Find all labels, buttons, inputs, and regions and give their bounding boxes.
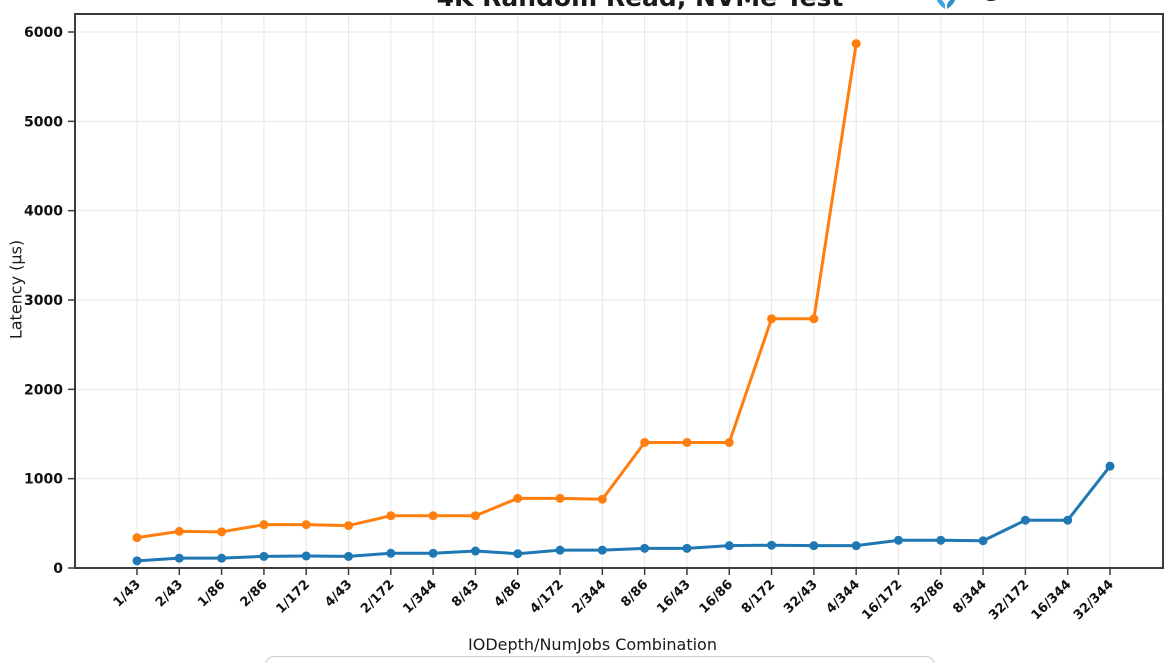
svg-text:1/86: 1/86 <box>195 577 228 610</box>
svg-text:16/344: 16/344 <box>1029 577 1075 623</box>
series-orange-point <box>470 511 480 521</box>
series-blue-point <box>513 549 523 559</box>
series-blue-point <box>767 540 777 550</box>
svg-text:5000: 5000 <box>24 114 63 130</box>
gridlines <box>75 14 1163 568</box>
series-orange-point <box>174 526 184 536</box>
logo-bird-icon <box>936 0 956 9</box>
series-orange-point <box>386 511 396 521</box>
svg-text:8/344: 8/344 <box>950 577 990 617</box>
series-blue-point <box>217 553 227 563</box>
series-orange-point <box>682 437 692 447</box>
series-blue-point <box>724 541 734 551</box>
svg-text:1000: 1000 <box>24 472 63 488</box>
series-blue-point <box>1105 461 1115 471</box>
y-tick-labels: 0 1000 2000 3000 4000 5000 6000 <box>24 25 74 577</box>
series-blue-point <box>555 545 565 555</box>
svg-text:4/172: 4/172 <box>527 577 567 617</box>
series-orange-point <box>513 493 523 503</box>
series-blue-point <box>344 551 354 561</box>
series-blue-point <box>470 546 480 556</box>
svg-text:4000: 4000 <box>24 204 63 220</box>
series-blue-point <box>301 551 311 561</box>
series-blue-point <box>259 551 269 561</box>
series-orange-point <box>344 521 354 531</box>
series-blue-point <box>809 541 819 551</box>
svg-text:16/86: 16/86 <box>697 577 737 617</box>
svg-text:3000: 3000 <box>24 293 63 309</box>
svg-text:8/86: 8/86 <box>618 577 651 610</box>
series-blue-point <box>597 545 607 555</box>
svg-text:1/344: 1/344 <box>400 577 440 617</box>
series-orange-point <box>555 493 565 503</box>
svg-text:16/43: 16/43 <box>654 577 694 617</box>
series-blue-point <box>428 548 438 558</box>
series-orange-point <box>301 520 311 530</box>
series-blue-point <box>640 543 650 553</box>
series-blue-point <box>174 553 184 563</box>
svg-text:0: 0 <box>53 561 63 577</box>
series-blue-point <box>682 543 692 553</box>
series-blue-point <box>132 556 142 566</box>
svg-text:1/172: 1/172 <box>273 577 313 617</box>
series-orange-point <box>217 527 227 537</box>
svg-text:2/86: 2/86 <box>238 577 271 610</box>
series-blue-point <box>386 548 396 558</box>
series-blue-point <box>1020 515 1030 525</box>
series-orange-point <box>809 314 819 324</box>
series-orange-point <box>597 494 607 504</box>
series-orange-point <box>259 520 269 530</box>
svg-text:32/344: 32/344 <box>1071 577 1117 623</box>
series-blue-line <box>132 461 1115 566</box>
series-orange-point <box>851 39 861 49</box>
svg-text:16/172: 16/172 <box>859 577 905 623</box>
svg-text:32/172: 32/172 <box>986 577 1032 623</box>
svg-text:2/344: 2/344 <box>570 577 610 617</box>
legend-box <box>265 656 935 663</box>
chart-title: 4K Random Read, NVMe Test <box>110 0 1170 12</box>
series-blue-point <box>1063 515 1073 525</box>
series-orange-point <box>428 511 438 521</box>
svg-text:4/344: 4/344 <box>823 577 863 617</box>
svg-text:8/43: 8/43 <box>449 577 482 610</box>
series-blue-point <box>978 536 988 546</box>
svg-text:2000: 2000 <box>24 382 63 398</box>
svg-text:2/172: 2/172 <box>358 577 398 617</box>
series-blue-point <box>851 541 861 551</box>
x-tick-labels: 1/43 2/43 1/86 2/86 1/172 4/43 2/172 1/344 8/43 4… <box>111 569 1117 623</box>
svg-text:2/43: 2/43 <box>153 577 186 610</box>
logo-text-fragment: g <box>984 0 1001 2</box>
series-blue-point <box>893 535 903 545</box>
plot-border <box>74 13 1164 569</box>
series-orange-point <box>640 437 650 447</box>
svg-text:32/43: 32/43 <box>781 577 821 617</box>
svg-text:8/172: 8/172 <box>739 577 779 617</box>
svg-text:1/43: 1/43 <box>111 577 144 610</box>
svg-text:6000: 6000 <box>24 25 63 41</box>
x-axis-label: IODepth/NumJobs Combination <box>468 635 717 654</box>
series-orange-point <box>132 533 142 543</box>
series-orange-point <box>767 314 777 324</box>
series-orange-line <box>132 39 861 543</box>
series-blue-point <box>936 535 946 545</box>
svg-text:4/86: 4/86 <box>491 577 524 610</box>
svg-text:32/86: 32/86 <box>908 577 948 617</box>
svg-text:4/43: 4/43 <box>322 577 355 610</box>
series-orange-point <box>724 437 734 447</box>
